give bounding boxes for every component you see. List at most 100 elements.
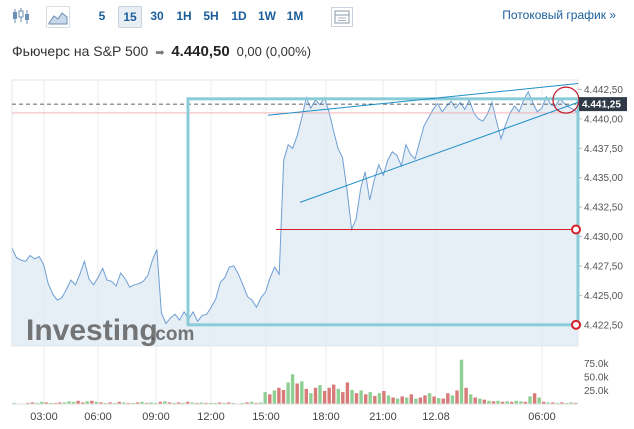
- volume-bar: [496, 400, 500, 404]
- volume-bar: [158, 401, 162, 404]
- y-tick-label: 4.432,50: [584, 203, 623, 214]
- volume-bar: [71, 401, 76, 404]
- volume-bar: [304, 388, 308, 404]
- investing-watermark-suffix: .com: [150, 324, 194, 345]
- volume-bar: [231, 402, 235, 404]
- volume-bar: [112, 402, 117, 404]
- trendline-lower[interactable]: [299, 101, 579, 203]
- area-chart-icon[interactable]: [46, 6, 70, 28]
- volume-bar: [336, 388, 340, 404]
- volume-bar: [12, 402, 16, 404]
- volume-bar: [126, 402, 130, 404]
- volume-bar: [459, 359, 464, 404]
- price-line: [11, 90, 579, 325]
- volume-bar: [441, 398, 445, 404]
- volume-bar: [542, 401, 546, 404]
- volume-bar: [332, 384, 336, 404]
- trendline-upper[interactable]: [267, 83, 579, 116]
- volume-bar: [359, 390, 363, 404]
- volume-bar: [354, 393, 359, 404]
- volume-bar: [309, 393, 313, 404]
- volume-bar: [263, 392, 267, 404]
- volume-bar: [62, 402, 67, 404]
- interval-button-5[interactable]: 5: [98, 9, 106, 23]
- volume-bar: [345, 382, 350, 404]
- volume-bar: [190, 402, 194, 404]
- volume-bar: [500, 401, 505, 404]
- volume-bar: [268, 394, 272, 404]
- interval-button-1h[interactable]: 1H: [176, 9, 192, 23]
- interval-button-30[interactable]: 30: [150, 9, 164, 23]
- volume-bar: [154, 402, 158, 404]
- table-view-icon[interactable]: [331, 7, 353, 27]
- volume-bar: [172, 402, 176, 404]
- current-price-label: 4.441,25: [582, 100, 621, 111]
- volume-bar: [103, 402, 108, 404]
- volume-bar: [386, 395, 391, 404]
- volume-bar: [35, 402, 39, 404]
- volume-bar: [573, 402, 578, 404]
- volume-bar: [546, 402, 550, 404]
- volume-bar: [382, 391, 386, 404]
- instrument-change: 0,00 (0,00%): [236, 44, 312, 59]
- volume-bar: [482, 399, 486, 404]
- volume-bar: [49, 402, 53, 404]
- volume-bar: [67, 401, 71, 404]
- volume-bar: [108, 402, 112, 404]
- volume-bar: [290, 374, 295, 404]
- volume-bar: [528, 396, 532, 404]
- x-tick-label: 21:00: [369, 411, 397, 423]
- volume-bar: [259, 402, 263, 404]
- volume-bar: [30, 402, 35, 404]
- current-price-box: [579, 97, 627, 112]
- streaming-chart-link[interactable]: Потоковый график »: [502, 8, 616, 22]
- volume-bar: [423, 395, 427, 404]
- volume-bar: [249, 401, 254, 404]
- volume-bar: [217, 402, 222, 404]
- instrument-header: Фьючерс на S&P 500 ➡ 4.440,50 0,00 (0,00…: [12, 43, 311, 63]
- volume-bar: [391, 397, 395, 404]
- interval-button-15[interactable]: 15: [118, 6, 142, 28]
- level-handle[interactable]: [571, 224, 581, 235]
- volume-bar: [240, 402, 245, 404]
- volume-bar: [555, 402, 560, 404]
- volume-bar: [341, 392, 345, 404]
- volume-bar: [181, 402, 185, 404]
- volume-bar: [26, 402, 30, 404]
- x-tick-label: 03:00: [30, 411, 58, 423]
- volume-bar: [144, 402, 149, 404]
- volume-bar: [176, 402, 181, 404]
- volume-bar: [491, 401, 496, 404]
- volume-tick-label: 75.0k: [584, 359, 609, 370]
- volume-bar: [560, 402, 564, 404]
- volume-bar: [537, 397, 541, 404]
- chart-toolbar: 5 15 30 1H 5H 1D 1W 1M Потоковый график »: [0, 0, 634, 32]
- interval-button-1m[interactable]: 1M: [286, 9, 304, 23]
- investing-watermark: Investing: [26, 314, 158, 347]
- volume-bar: [418, 397, 423, 404]
- volume-bar: [405, 397, 409, 404]
- x-tick-label: 15:00: [252, 411, 280, 423]
- volume-bar: [222, 402, 226, 404]
- volume-bar: [409, 394, 413, 404]
- rectangle-handle[interactable]: [571, 319, 581, 330]
- volume-bar: [295, 383, 299, 404]
- interval-button-1w[interactable]: 1W: [258, 9, 276, 23]
- x-tick-label: 06:00: [84, 411, 112, 423]
- volume-bar: [53, 402, 57, 404]
- volume-bar: [254, 402, 258, 404]
- volume-bar: [163, 401, 167, 404]
- rectangle-drawing[interactable]: [186, 97, 580, 327]
- candlestick-icon[interactable]: [10, 6, 32, 26]
- y-tick-label: 4.442,50: [584, 85, 623, 96]
- volume-bar: [99, 402, 103, 404]
- volume-bar: [510, 401, 514, 404]
- volume-bar: [167, 402, 172, 404]
- interval-button-1d[interactable]: 1D: [231, 9, 247, 23]
- volume-bar: [44, 402, 48, 404]
- volume-bar: [523, 401, 528, 404]
- volume-bar: [400, 396, 404, 404]
- interval-button-5h[interactable]: 5H: [203, 9, 219, 23]
- x-tick-label: 12.08: [422, 411, 450, 423]
